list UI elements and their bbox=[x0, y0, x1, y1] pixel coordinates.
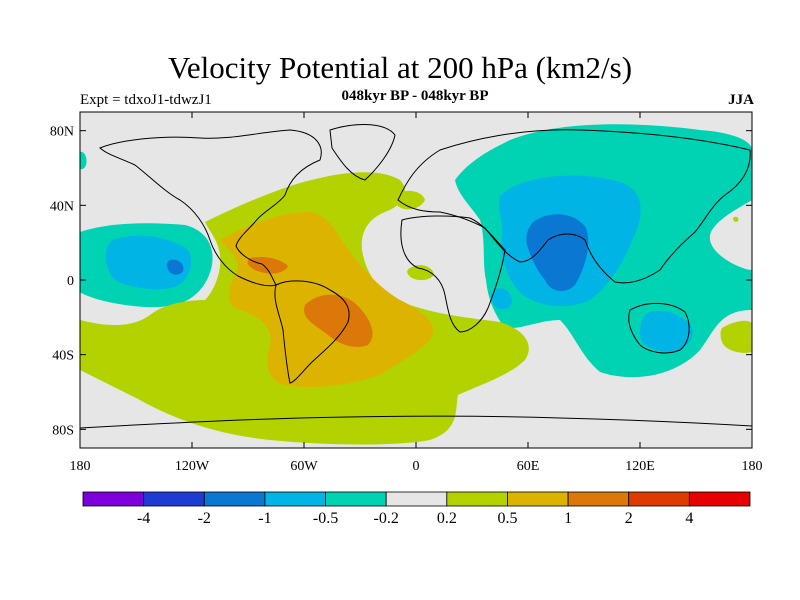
coastline-north-america bbox=[99, 129, 322, 287]
contour-pos-1-south-america bbox=[304, 294, 373, 347]
longitude-axis: 180 120W 60W 0 60E 120E 180 bbox=[70, 112, 763, 474]
experiment-label: Expt = tdxoJ1-tdwzJ1 bbox=[80, 92, 212, 108]
colorbar-swatch bbox=[567, 491, 630, 507]
colorbar-label: -4 bbox=[137, 510, 150, 527]
colorbar-label: 1 bbox=[564, 510, 572, 527]
lon-tick-label: 60E bbox=[517, 459, 540, 474]
colorbar-swatch bbox=[446, 491, 508, 507]
chart-subtitle: 048kyr BP - 048kyr BP bbox=[341, 88, 489, 104]
colorbar-label: 2 bbox=[625, 510, 633, 527]
lon-tick-label: 180 bbox=[70, 459, 91, 474]
contour-neg-0p5-pacific bbox=[105, 235, 192, 290]
contour-neg-0p5-australia bbox=[640, 310, 693, 352]
contour-pos-1-caribbean bbox=[247, 256, 288, 274]
coastline-eurasia bbox=[397, 129, 751, 284]
colorbar-swatch bbox=[143, 491, 205, 507]
contour-neg-0p5-east-africa bbox=[491, 288, 512, 310]
contour-fills bbox=[80, 124, 752, 445]
colorbar-swatch bbox=[628, 491, 690, 507]
colorbar-swatch bbox=[385, 491, 448, 507]
contour-neg-1-pacific bbox=[166, 259, 184, 275]
lon-tick-label: 120E bbox=[625, 459, 655, 474]
contour-pos-0p2-pacific-dot bbox=[733, 216, 739, 222]
lon-tick-label: 0 bbox=[413, 459, 420, 474]
lon-tick-label: 180 bbox=[742, 459, 763, 474]
lat-tick-label: 80N bbox=[50, 125, 74, 140]
colorbar-label: 4 bbox=[685, 510, 693, 527]
coastline-africa bbox=[400, 215, 506, 333]
colorbar-swatch bbox=[203, 491, 266, 507]
chart-title: Velocity Potential at 200 hPa (km2/s) bbox=[167, 50, 633, 85]
latitude-axis: 80N 40N 0 40S 80S bbox=[50, 125, 752, 438]
lat-tick-label: 0 bbox=[67, 274, 74, 289]
coastline-south-america bbox=[274, 280, 350, 384]
lat-tick-label: 40N bbox=[50, 199, 74, 214]
coastline-greenland bbox=[329, 124, 396, 181]
coastline-antarctica bbox=[80, 415, 752, 429]
colorbar-swatch bbox=[325, 491, 387, 507]
colorbar-label: -2 bbox=[198, 510, 211, 527]
contour-neg-0p2-arctic-west bbox=[80, 151, 87, 170]
lon-tick-label: 60W bbox=[290, 459, 318, 474]
contour-pos-0p2-north-atlantic bbox=[395, 190, 425, 210]
contour-pos-0p2-pacific-east bbox=[720, 320, 752, 353]
coastline-australia bbox=[628, 303, 690, 354]
colorbar-swatch bbox=[264, 491, 326, 507]
lat-tick-label: 80S bbox=[52, 423, 74, 438]
colorbar-label: 0.5 bbox=[497, 510, 517, 527]
colorbar-swatch bbox=[507, 491, 569, 507]
colorbar-label: -1 bbox=[258, 510, 271, 527]
contour-neg-1-india bbox=[526, 214, 589, 292]
season-label: JJA bbox=[728, 92, 754, 108]
contour-pos-0p2-west-africa bbox=[407, 265, 434, 281]
lon-tick-label: 120W bbox=[175, 459, 210, 474]
colorbar-label: 0.2 bbox=[437, 510, 457, 527]
colorbar-label: -0.2 bbox=[374, 510, 399, 527]
coastlines bbox=[80, 124, 752, 429]
colorbar-swatch bbox=[688, 491, 751, 507]
colorbar-swatch bbox=[82, 491, 145, 507]
colorbar: -4 -2 -1 -0.5 -0.2 0.2 0.5 1 2 4 bbox=[82, 491, 751, 527]
lat-tick-label: 40S bbox=[52, 349, 74, 364]
colorbar-label: -0.5 bbox=[313, 510, 338, 527]
